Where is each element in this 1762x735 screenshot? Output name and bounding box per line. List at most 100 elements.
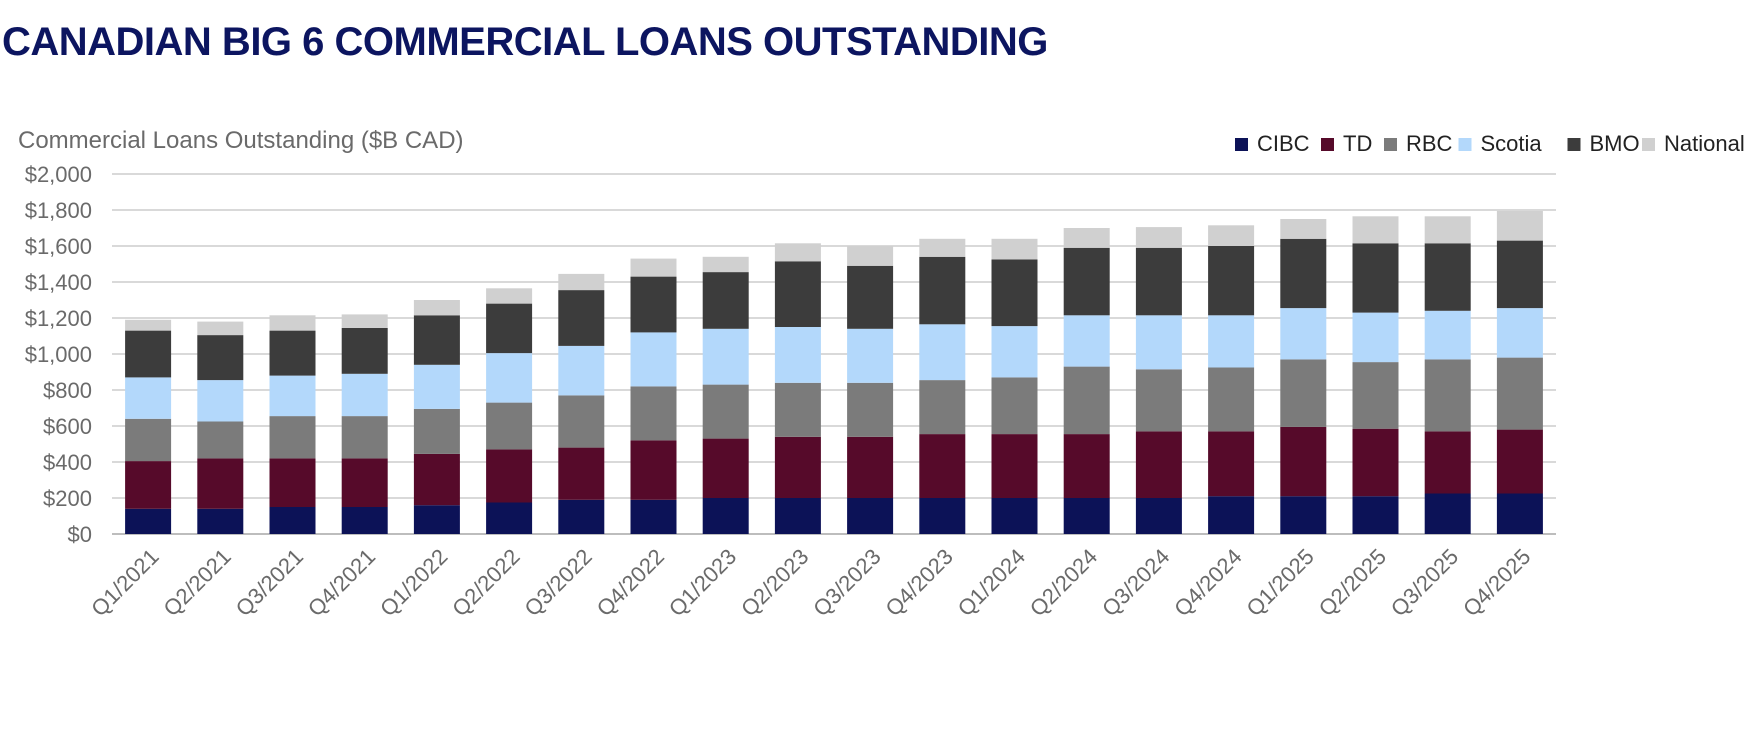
bar-segment-td [919, 434, 966, 498]
legend-swatch-national [1642, 138, 1655, 151]
bar-segment-scotia [630, 332, 677, 387]
legend-label-scotia: Scotia [1481, 131, 1543, 156]
legend-swatch-scotia [1458, 138, 1472, 151]
bar-segment-bmo [341, 327, 388, 374]
bar-segment-cibc [125, 508, 172, 534]
bar-segment-cibc [1352, 496, 1399, 534]
bar-segment-scotia [558, 345, 605, 396]
y-tick-label: $1,400 [25, 270, 92, 295]
y-tick-label: $2,000 [25, 162, 92, 187]
bar-segment-bmo [1063, 247, 1110, 316]
y-tick-label: $1,200 [25, 306, 92, 331]
bar-segment-bmo [774, 261, 821, 327]
bar-segment-scotia [847, 328, 894, 383]
bar-segment-bmo [702, 272, 749, 329]
bar-segment-td [702, 438, 749, 498]
bar-segment-cibc [197, 508, 244, 534]
bar-segment-bmo [486, 303, 533, 354]
bar-segment-rbc [269, 416, 316, 459]
bar-segment-td [486, 449, 533, 503]
bar-segment-national [197, 321, 244, 336]
y-tick-label: $0 [68, 522, 92, 547]
bar-segment-scotia [991, 326, 1038, 378]
bar-segment-bmo [919, 256, 966, 325]
bar-segment-bmo [125, 330, 172, 378]
bar-segment-national [774, 243, 821, 262]
bar-segment-cibc [1280, 496, 1327, 534]
x-tick-label: Q1/2022 [375, 544, 452, 621]
bar-segment-cibc [847, 498, 894, 534]
bar-segment-rbc [1496, 357, 1543, 430]
bar-segment-cibc [269, 507, 316, 534]
bar-segment-national [486, 288, 533, 304]
y-tick-label: $800 [43, 378, 92, 403]
bar-segment-scotia [1280, 308, 1327, 360]
bar-segment-scotia [1496, 308, 1543, 358]
bar-segment-scotia [1208, 315, 1255, 368]
bar-segment-national [1496, 210, 1543, 241]
bar-segment-cibc [630, 499, 677, 534]
x-tick-label: Q4/2024 [1169, 544, 1246, 621]
bar-segment-rbc [1063, 366, 1110, 435]
bar-segment-rbc [1208, 367, 1255, 432]
bar-segment-rbc [774, 382, 821, 437]
bar-segment-rbc [1352, 362, 1399, 429]
bar-segment-national [341, 314, 388, 328]
bar-segment-bmo [1424, 243, 1471, 311]
bar-segment-rbc [486, 402, 533, 450]
bar-segment-rbc [341, 416, 388, 459]
bar-segment-national [269, 315, 316, 331]
bar-segment-rbc [1424, 359, 1471, 432]
bar-segment-td [558, 447, 605, 500]
x-tick-label: Q1/2024 [953, 544, 1030, 621]
bar-segment-national [630, 258, 677, 277]
y-tick-label: $1,600 [25, 234, 92, 259]
bar-segment-scotia [413, 364, 460, 409]
bar-segment-bmo [558, 290, 605, 346]
bar-segment-td [1135, 431, 1182, 498]
bar-segment-cibc [774, 498, 821, 534]
bar-segment-cibc [702, 498, 749, 534]
bar-segment-scotia [125, 377, 172, 419]
x-tick-label: Q3/2025 [1386, 544, 1463, 621]
x-tick-label: Q4/2023 [880, 544, 957, 621]
x-tick-label: Q2/2024 [1025, 544, 1102, 621]
bar-segment-scotia [1135, 315, 1182, 370]
bar-segment-td [847, 436, 894, 498]
bar-segment-national [1280, 219, 1327, 239]
x-axis: Q1/2021Q2/2021Q3/2021Q4/2021Q1/2022Q2/20… [86, 544, 1535, 621]
bar-segment-cibc [341, 507, 388, 534]
bar-segment-rbc [1135, 369, 1182, 432]
bar-segment-td [630, 440, 677, 500]
y-tick-label: $1,000 [25, 342, 92, 367]
x-tick-label: Q4/2025 [1458, 544, 1535, 621]
bar-segment-rbc [630, 386, 677, 441]
bar-segment-cibc [486, 502, 533, 534]
x-tick-label: Q3/2022 [519, 544, 596, 621]
bar-segment-td [125, 461, 172, 509]
bars [125, 210, 1543, 534]
bar-segment-cibc [1063, 498, 1110, 534]
bar-segment-rbc [847, 382, 894, 437]
bar-segment-scotia [1352, 312, 1399, 363]
bar-segment-scotia [774, 327, 821, 383]
legend-label-cibc: CIBC [1257, 131, 1310, 156]
x-tick-label: Q1/2023 [664, 544, 741, 621]
bar-segment-bmo [197, 335, 244, 381]
x-tick-label: Q4/2022 [592, 544, 669, 621]
bar-segment-td [341, 458, 388, 507]
bar-segment-td [991, 434, 1038, 498]
bar-segment-td [774, 436, 821, 498]
y-tick-label: $200 [43, 486, 92, 511]
bar-segment-cibc [1135, 498, 1182, 534]
bar-segment-bmo [1496, 240, 1543, 309]
chart-title: Commercial Loans Outstanding ($B CAD) [18, 127, 464, 154]
bar-segment-bmo [630, 276, 677, 333]
bar-segment-rbc [919, 380, 966, 435]
bar-segment-td [1352, 428, 1399, 497]
bar-segment-scotia [486, 353, 533, 403]
x-tick-label: Q3/2024 [1097, 544, 1174, 621]
bar-segment-scotia [1424, 310, 1471, 360]
x-tick-label: Q1/2025 [1241, 544, 1318, 621]
y-tick-label: $600 [43, 414, 92, 439]
